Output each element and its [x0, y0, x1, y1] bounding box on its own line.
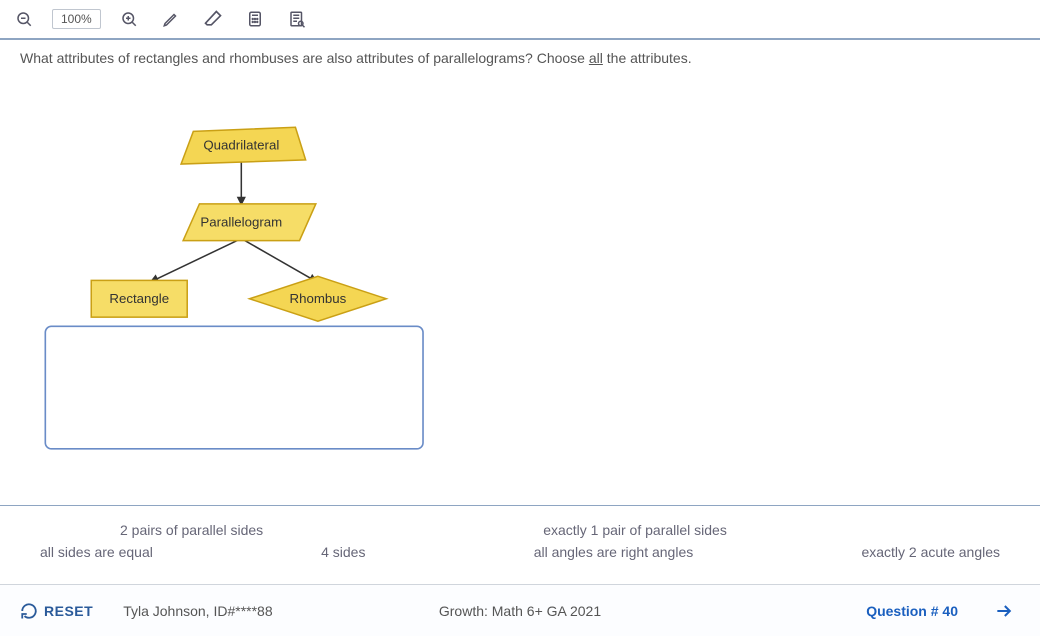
answer-option[interactable]: all angles are right angles: [534, 544, 694, 560]
toolbar: 100%: [0, 0, 1040, 40]
answer-row-2: all sides are equal 4 sides all angles a…: [40, 544, 1000, 560]
question-text: What attributes of rectangles and rhombu…: [0, 40, 1040, 70]
node-para: Parallelogram: [183, 204, 316, 241]
question-number: Question # 40: [866, 603, 958, 619]
node-label: Rhombus: [289, 291, 346, 306]
question-emph: all: [589, 50, 603, 66]
answer-option[interactable]: exactly 2 acute angles: [861, 544, 1000, 560]
zoom-out-icon[interactable]: [10, 5, 38, 33]
reset-button[interactable]: RESET: [20, 602, 93, 620]
hierarchy-diagram: Quadrilateral Parallelogram Rectangle Rhomb…: [30, 76, 1010, 495]
footer: RESET Tyla Johnson, ID#****88 Growth: Ma…: [0, 584, 1040, 636]
answer-option[interactable]: 2 pairs of parallel sides: [120, 522, 263, 538]
zoom-in-icon[interactable]: [115, 5, 143, 33]
node-rhom: Rhombus: [249, 276, 386, 321]
question-suffix: the attributes.: [603, 50, 692, 66]
node-label: Quadrilateral: [203, 138, 279, 153]
app-root: 100% What attributes of rectangles and r…: [0, 0, 1040, 636]
assessment-name: Growth: Math 6+ GA 2021: [439, 603, 601, 619]
answer-option[interactable]: all sides are equal: [40, 544, 153, 560]
zoom-level[interactable]: 100%: [52, 9, 101, 29]
work-area: Quadrilateral Parallelogram Rectangle Rhomb…: [0, 70, 1040, 505]
student-id: Tyla Johnson, ID#****88: [123, 603, 272, 619]
node-label: Rectangle: [109, 291, 169, 306]
reset-label: RESET: [44, 603, 93, 619]
drop-zone[interactable]: [45, 326, 423, 449]
pencil-icon[interactable]: [157, 5, 185, 33]
answer-bank: 2 pairs of parallel sides exactly 1 pair…: [0, 505, 1040, 584]
answer-row-1: 2 pairs of parallel sides exactly 1 pair…: [40, 522, 1000, 538]
next-button[interactable]: [988, 595, 1020, 627]
node-rect: Rectangle: [91, 280, 187, 317]
eraser-icon[interactable]: [199, 5, 227, 33]
answer-option[interactable]: 4 sides: [321, 544, 365, 560]
calculator-icon[interactable]: [241, 5, 269, 33]
reference-icon[interactable]: [283, 5, 311, 33]
node-quad: Quadrilateral: [181, 127, 306, 164]
answer-option[interactable]: exactly 1 pair of parallel sides: [543, 522, 727, 538]
refresh-icon: [20, 602, 38, 620]
question-prefix: What attributes of rectangles and rhombu…: [20, 50, 589, 66]
arrow-right-icon: [994, 601, 1014, 621]
node-label: Parallelogram: [200, 214, 282, 229]
